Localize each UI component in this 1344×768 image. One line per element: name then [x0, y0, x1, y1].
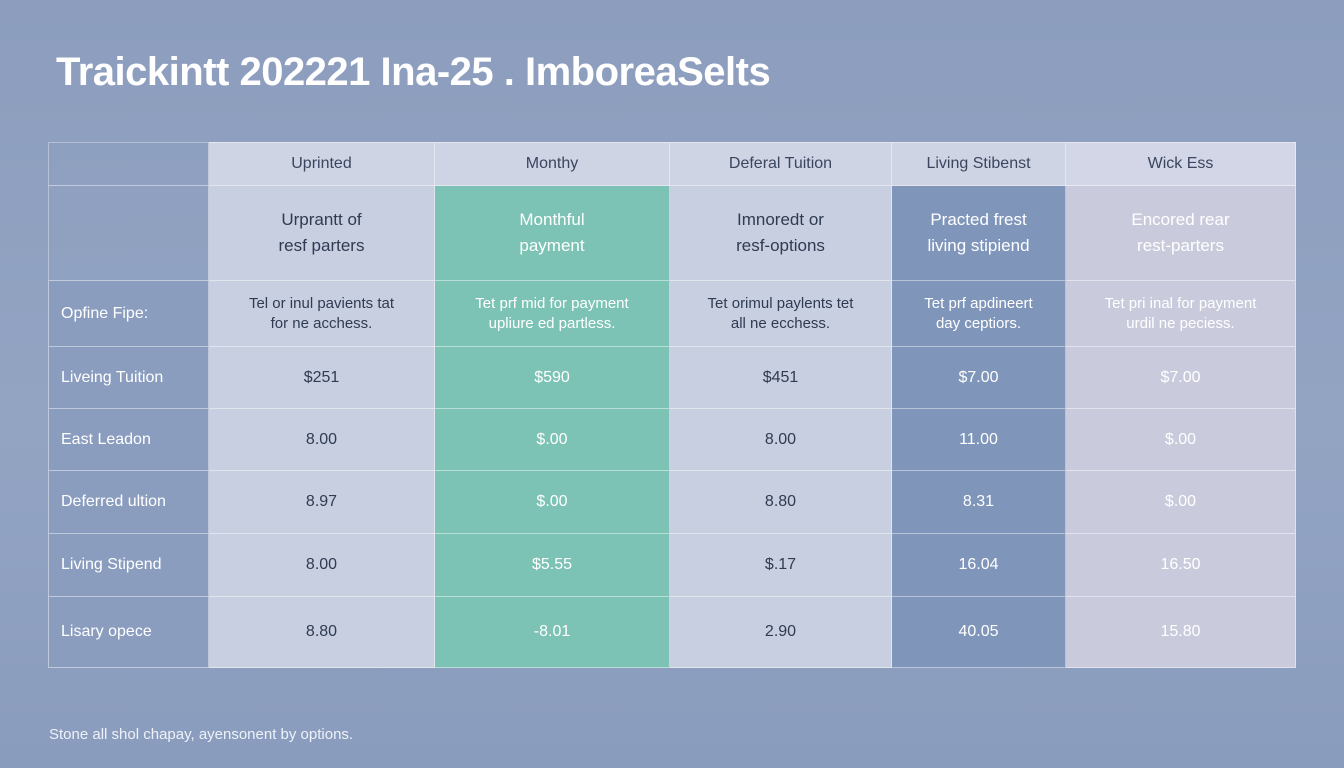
table-cell: 15.80	[1066, 597, 1296, 668]
cell-line: Tet prf mid for payment	[475, 294, 629, 312]
table-cell: $590	[435, 347, 670, 409]
table-cell: 16.04	[892, 534, 1066, 597]
table-cell: 8.97	[209, 471, 435, 534]
table-cell: Tet prf mid for payment upliure ed partle…	[435, 281, 670, 347]
table-cell: Tet orimul paylents tet all ne ecchess.	[670, 281, 892, 347]
cell-line: Tel or inul pavients tat	[248, 294, 395, 312]
table-cell: 8.00	[670, 409, 892, 471]
table-cell: -8.01	[435, 597, 670, 668]
table-cell: $.00	[435, 409, 670, 471]
column-header: Deferal Tuition	[670, 142, 892, 186]
column-subheader: Encored rear rest-parters	[1066, 186, 1296, 281]
table-cell: Tet prf apdineert day ceptiors.	[892, 281, 1066, 347]
table-cell: 8.00	[209, 534, 435, 597]
cell-line: Tet pri inal for payment	[1104, 294, 1257, 312]
subheader-line: resf parters	[278, 236, 365, 255]
table-cell: $7.00	[1066, 347, 1296, 409]
row-label: Opfine Fipe:	[48, 281, 209, 347]
column-subheader: Practed frest living stipiend	[892, 186, 1066, 281]
column-subheader: Imnoredt or resf-options	[670, 186, 892, 281]
subheader-line: Practed frest	[930, 210, 1027, 229]
cell-line: urdil ne peciess.	[1126, 314, 1235, 332]
cell-line: day ceptiors.	[935, 314, 1022, 332]
cell-line: upliure ed partless.	[488, 314, 616, 332]
column-header: Living Stibenst	[892, 142, 1066, 186]
column-header: Uprinted	[209, 142, 435, 186]
table-cell: $5.55	[435, 534, 670, 597]
footer-note: Stone all shol chapay, ayensonent by opt…	[49, 726, 354, 743]
table-cell: 40.05	[892, 597, 1066, 668]
table-cell: Tel or inul pavients tat for ne acchess.	[209, 281, 435, 347]
table-cell: 8.31	[892, 471, 1066, 534]
row-label: East Leadon	[48, 409, 209, 471]
table-corner	[48, 142, 209, 186]
column-subheader: Urprantt of resf parters	[209, 186, 435, 281]
table-cell: 16.50	[1066, 534, 1296, 597]
table-cell: 11.00	[892, 409, 1066, 471]
table-cell: 8.80	[209, 597, 435, 668]
table-cell: 2.90	[670, 597, 892, 668]
column-header: Monthy	[435, 142, 670, 186]
subheader-line: living stipiend	[927, 236, 1030, 255]
comparison-table: Uprinted Monthy Deferal Tuition Living S…	[48, 142, 1296, 668]
subheader-line: Encored rear	[1131, 210, 1230, 229]
subheader-line: Urprantt of	[281, 210, 362, 229]
column-header: Wick Ess	[1066, 142, 1296, 186]
column-subheader: Monthful payment	[435, 186, 670, 281]
row-label: Liveing Tuition	[48, 347, 209, 409]
page-title: Traickintt 202221 Ina-25 . ImboreaSelts	[56, 50, 771, 94]
cell-line: Tet prf apdineert	[924, 294, 1033, 312]
subheader-line: rest-parters	[1137, 236, 1224, 255]
row-label: Deferred ultion	[48, 471, 209, 534]
table-cell: $.17	[670, 534, 892, 597]
table-cell: 8.80	[670, 471, 892, 534]
table-corner-sub	[48, 186, 209, 281]
table-cell: $251	[209, 347, 435, 409]
table-cell: $.00	[1066, 471, 1296, 534]
cell-line: for ne acchess.	[270, 314, 373, 332]
table-cell: Tet pri inal for payment urdil ne peciess…	[1066, 281, 1296, 347]
row-label: Living Stipend	[48, 534, 209, 597]
row-label: Lisary opece	[48, 597, 209, 668]
table-cell: 8.00	[209, 409, 435, 471]
table-cell: $.00	[1066, 409, 1296, 471]
cell-line: Tet orimul paylents tet	[707, 294, 854, 312]
cell-line: all ne ecchess.	[730, 314, 831, 332]
table-cell: $451	[670, 347, 892, 409]
subheader-line: payment	[519, 236, 585, 255]
subheader-line: Monthful	[519, 210, 585, 229]
table-cell: $7.00	[892, 347, 1066, 409]
table-cell: $.00	[435, 471, 670, 534]
subheader-line: Imnoredt or	[737, 210, 824, 229]
subheader-line: resf-options	[736, 236, 825, 255]
